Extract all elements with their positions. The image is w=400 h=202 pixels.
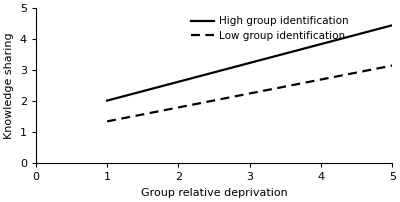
High group identification	[390, 24, 395, 26]
Line: Low group identification: Low group identification	[107, 65, 392, 121]
High group identification	[105, 99, 110, 102]
Low group identification	[390, 64, 395, 67]
X-axis label: Group relative deprivation: Group relative deprivation	[141, 188, 288, 198]
Line: High group identification: High group identification	[107, 25, 392, 101]
Low group identification	[105, 120, 110, 123]
Y-axis label: Knowledge sharing: Knowledge sharing	[4, 32, 14, 139]
Legend: High group identification, Low group identification: High group identification, Low group ide…	[191, 17, 348, 41]
